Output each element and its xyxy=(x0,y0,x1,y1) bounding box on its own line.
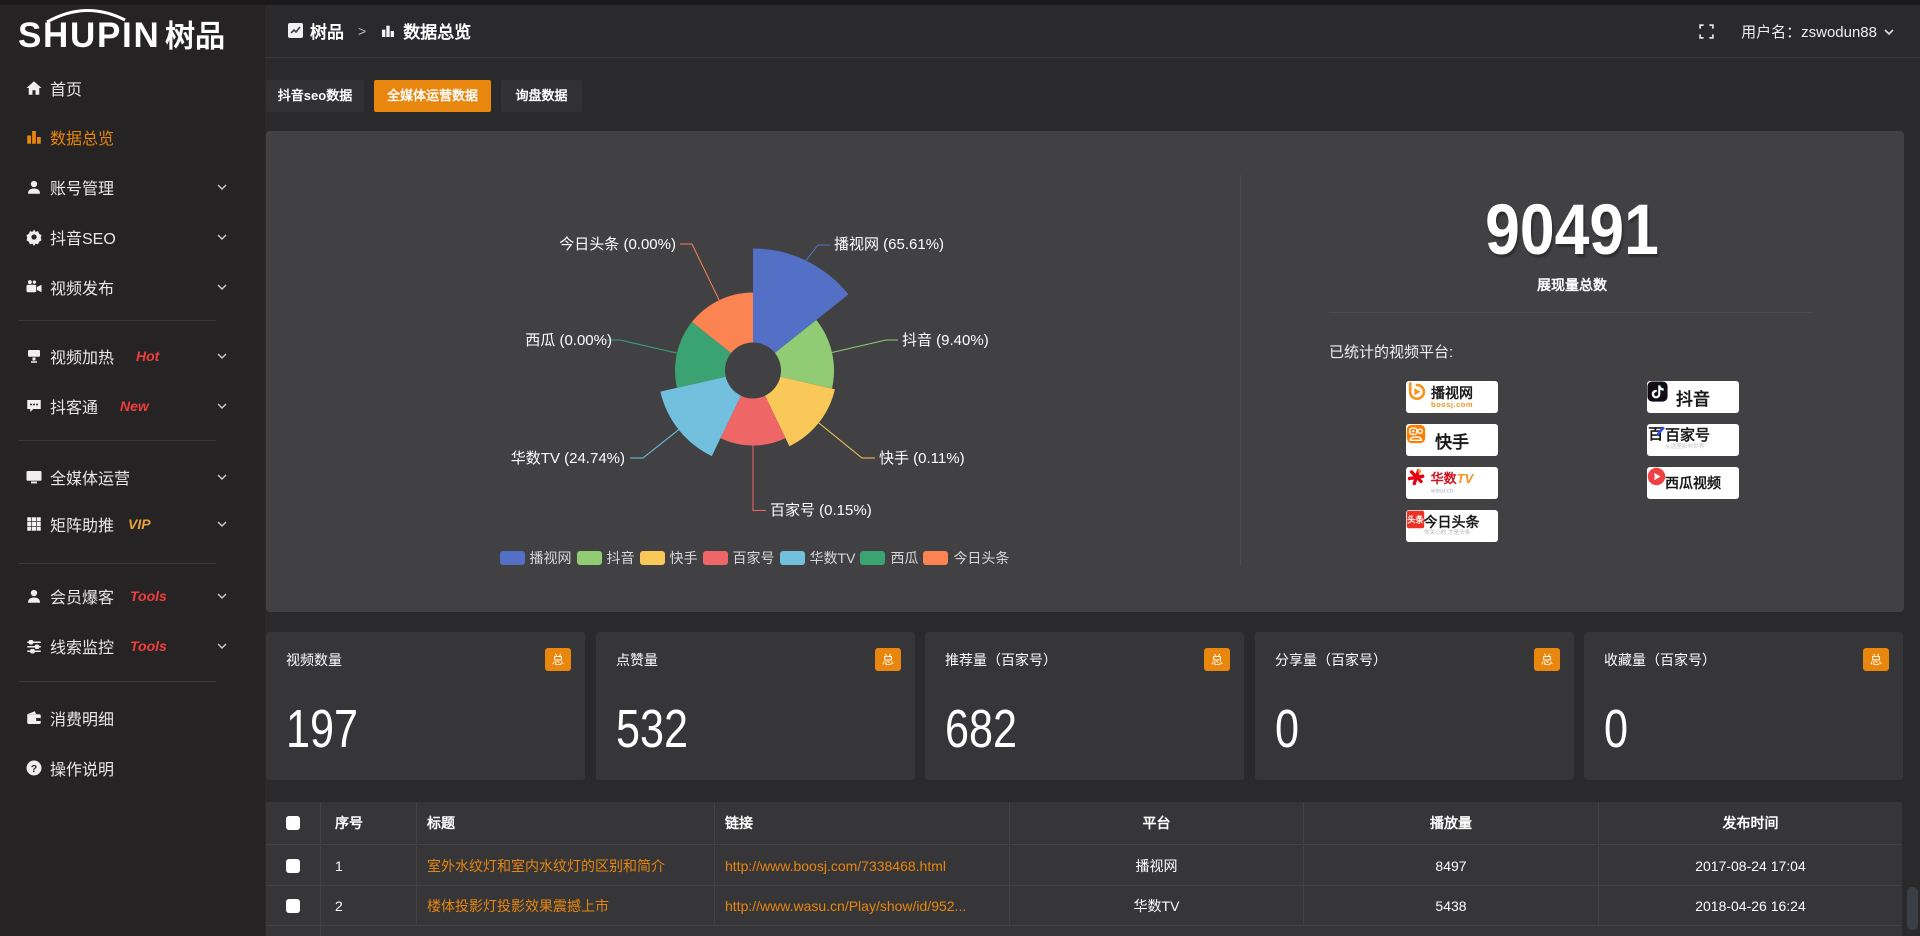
svg-text:百: 百 xyxy=(1648,426,1663,443)
svg-text:SHUPIN: SHUPIN xyxy=(18,16,160,55)
svg-text:树品: 树品 xyxy=(165,21,225,54)
svg-text:?: ? xyxy=(31,763,37,775)
svg-text:头条: 头条 xyxy=(1407,515,1424,525)
